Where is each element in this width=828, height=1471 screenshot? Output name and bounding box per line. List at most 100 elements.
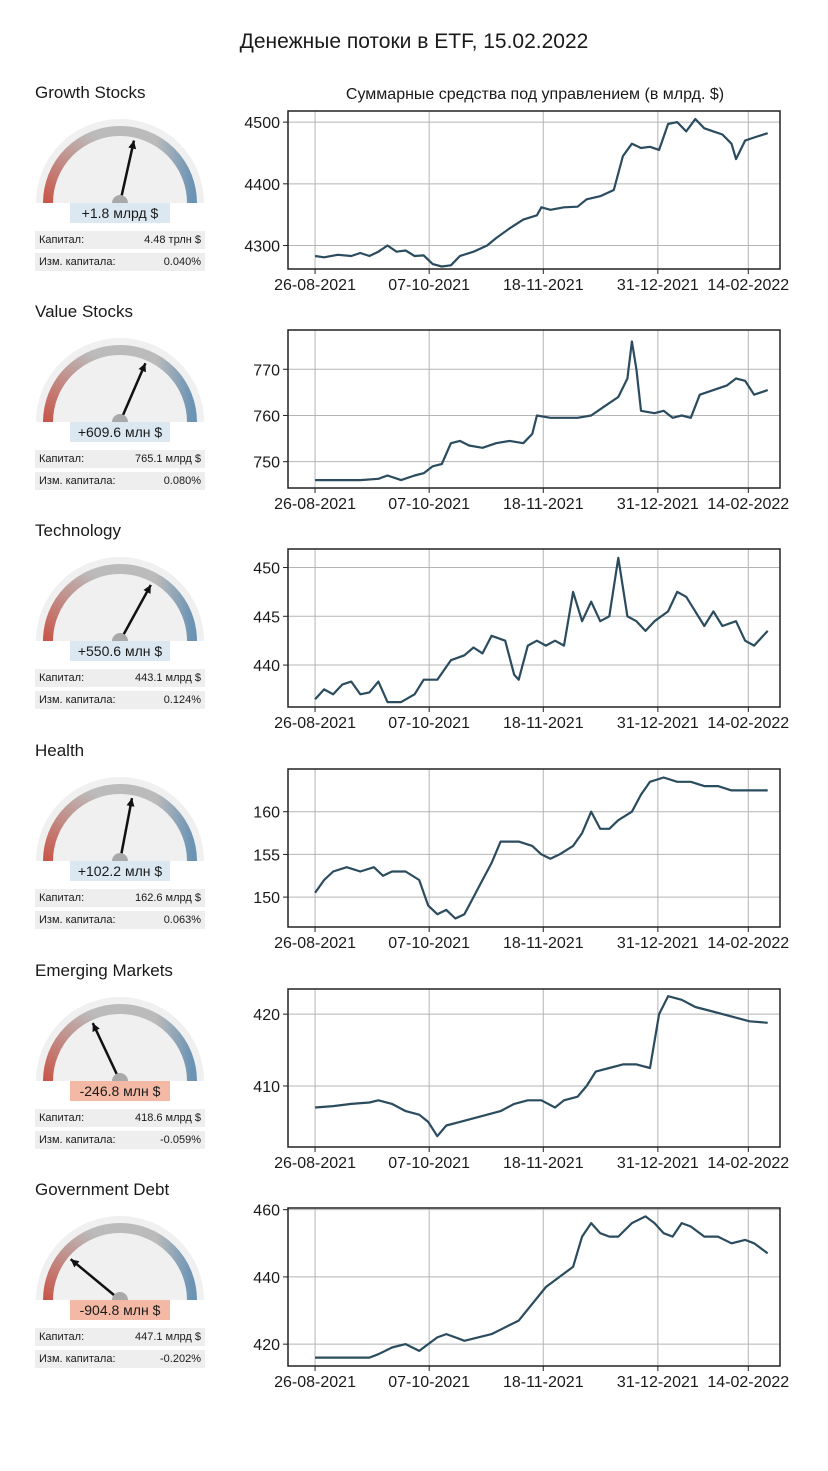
plot-frame bbox=[287, 768, 781, 928]
gauge bbox=[36, 338, 204, 430]
gauge-needle-tip bbox=[128, 140, 137, 150]
change-label: Изм. капитала: bbox=[39, 475, 116, 487]
gauge-arc bbox=[43, 1004, 121, 1082]
x-tick-label: 07-10-2021 bbox=[388, 277, 470, 293]
series-line bbox=[315, 340, 769, 482]
gauge-arc bbox=[119, 564, 197, 642]
gauge-needle bbox=[118, 797, 134, 862]
line-chart: 26-08-2021 07-10-2021 18-11-2021 31-12-2021… bbox=[253, 329, 789, 512]
series-line bbox=[314, 776, 768, 920]
y-tick-label: 4500 bbox=[244, 115, 280, 132]
gauge bbox=[36, 777, 204, 869]
capital-label: Капитал: bbox=[39, 892, 85, 904]
x-tick-label: 07-10-2021 bbox=[388, 496, 470, 512]
gauge bbox=[36, 1216, 204, 1308]
change-row: Изм. капитала: -0.202% bbox=[35, 1350, 205, 1368]
y-tick-label: 4400 bbox=[244, 177, 280, 194]
y-tick-label: 760 bbox=[253, 408, 280, 425]
y-tick-label: 750 bbox=[253, 455, 280, 472]
gauge-needle-tip bbox=[92, 1023, 100, 1033]
line-chart: 26-08-2021 07-10-2021 18-11-2021 31-12-2021… bbox=[253, 548, 789, 731]
plot-frame bbox=[287, 110, 781, 270]
gauge bbox=[36, 997, 204, 1089]
change-value: 0.124% bbox=[163, 694, 201, 706]
x-tick-label: 14-02-2022 bbox=[707, 715, 789, 731]
x-tick-label: 07-10-2021 bbox=[388, 1155, 470, 1171]
gauge-needle-tip bbox=[143, 584, 151, 594]
chart-subtitle: Суммарные средства под управлением (в мл… bbox=[345, 86, 725, 103]
x-tick-label: 18-11-2021 bbox=[503, 935, 584, 951]
capital-label: Капитал: bbox=[39, 672, 85, 684]
gauge-arc bbox=[119, 126, 197, 204]
x-tick-label: 26-08-2021 bbox=[274, 935, 356, 951]
x-tick-label: 07-10-2021 bbox=[388, 935, 470, 951]
x-tick-label: 14-02-2022 bbox=[707, 277, 789, 293]
x-tick-label: 26-08-2021 bbox=[274, 1155, 356, 1171]
capital-label: Капитал: bbox=[39, 234, 85, 246]
y-tick-label: 420 bbox=[253, 1337, 280, 1354]
gauge-needle bbox=[69, 1258, 121, 1301]
flow-badge: +609.6 млн $ bbox=[70, 422, 170, 442]
capital-label: Капитал: bbox=[39, 1331, 85, 1343]
change-row: Изм. капитала: 0.063% bbox=[35, 911, 205, 929]
change-row: Изм. капитала: 0.124% bbox=[35, 691, 205, 709]
sector-name: Growth Stocks bbox=[35, 83, 146, 102]
capital-row: Капитал: 447.1 млрд $ bbox=[35, 1328, 205, 1346]
gauge-arc bbox=[119, 1223, 197, 1301]
y-tick-label: 440 bbox=[253, 1270, 280, 1287]
line-chart: 26-08-2021 07-10-2021 18-11-2021 31-12-2021… bbox=[244, 110, 789, 293]
sector-name: Government Debt bbox=[35, 1180, 170, 1199]
gauge-arc bbox=[43, 784, 121, 862]
x-tick-label: 18-11-2021 bbox=[503, 715, 584, 731]
x-tick-label: 14-02-2022 bbox=[707, 935, 789, 951]
line-chart: 26-08-2021 07-10-2021 18-11-2021 31-12-2021… bbox=[253, 1203, 789, 1390]
change-row: Изм. капитала: -0.059% bbox=[35, 1131, 205, 1149]
etf-panel: Growth Stocks +1.8 млрд $ Капитал: 4.48 трл… bbox=[0, 83, 828, 302]
plot-frame bbox=[287, 548, 781, 708]
line-chart: 26-08-2021 07-10-2021 18-11-2021 31-12-2021… bbox=[253, 768, 789, 951]
series-line bbox=[314, 117, 769, 268]
x-tick-label: 31-12-2021 bbox=[617, 1155, 699, 1171]
gauge-needle bbox=[118, 584, 152, 642]
series-line bbox=[315, 1215, 769, 1359]
gauge-arc bbox=[119, 345, 197, 423]
y-tick-label: 440 bbox=[253, 658, 280, 675]
series-line bbox=[315, 995, 768, 1138]
plot-frame bbox=[287, 1207, 781, 1367]
gauge-needle bbox=[118, 140, 136, 204]
change-label: Изм. капитала: bbox=[39, 1353, 116, 1365]
y-tick-label: 450 bbox=[253, 561, 280, 578]
flow-badge: +1.8 млрд $ bbox=[70, 203, 170, 223]
y-tick-label: 770 bbox=[253, 362, 280, 379]
sector-name: Emerging Markets bbox=[35, 961, 173, 980]
capital-label: Капитал: bbox=[39, 453, 85, 465]
capital-row: Капитал: 443.1 млрд $ bbox=[35, 669, 205, 687]
change-row: Изм. капитала: 0.080% bbox=[35, 472, 205, 490]
x-tick-label: 31-12-2021 bbox=[617, 496, 699, 512]
change-value: -0.059% bbox=[160, 1134, 201, 1146]
x-tick-label: 18-11-2021 bbox=[503, 277, 584, 293]
x-tick-label: 26-08-2021 bbox=[274, 715, 356, 731]
flow-badge: -246.8 млн $ bbox=[70, 1081, 170, 1101]
y-tick-label: 160 bbox=[253, 805, 280, 822]
x-tick-label: 18-11-2021 bbox=[503, 1374, 584, 1390]
capital-row: Капитал: 162.6 млрд $ bbox=[35, 889, 205, 907]
x-tick-label: 14-02-2022 bbox=[707, 1155, 789, 1171]
change-label: Изм. капитала: bbox=[39, 914, 116, 926]
change-value: -0.202% bbox=[160, 1353, 201, 1365]
gauge-needle-tip bbox=[70, 1259, 80, 1268]
plot-frame bbox=[287, 329, 781, 489]
change-value: 0.080% bbox=[163, 475, 201, 487]
x-tick-label: 18-11-2021 bbox=[503, 1155, 584, 1171]
plot-frame bbox=[287, 988, 781, 1148]
change-label: Изм. капитала: bbox=[39, 256, 116, 268]
y-tick-label: 4300 bbox=[244, 239, 280, 256]
sector-name: Value Stocks bbox=[35, 302, 133, 321]
change-value: 0.040% bbox=[163, 256, 201, 268]
etf-panel: Emerging Markets -246.8 млн $ Капитал: 418.… bbox=[0, 961, 828, 1180]
flow-badge: +102.2 млн $ bbox=[70, 861, 170, 881]
gauge-arc bbox=[43, 564, 121, 642]
capital-value: 447.1 млрд $ bbox=[134, 1331, 201, 1343]
y-tick-label: 460 bbox=[253, 1203, 280, 1220]
x-tick-label: 31-12-2021 bbox=[617, 715, 699, 731]
